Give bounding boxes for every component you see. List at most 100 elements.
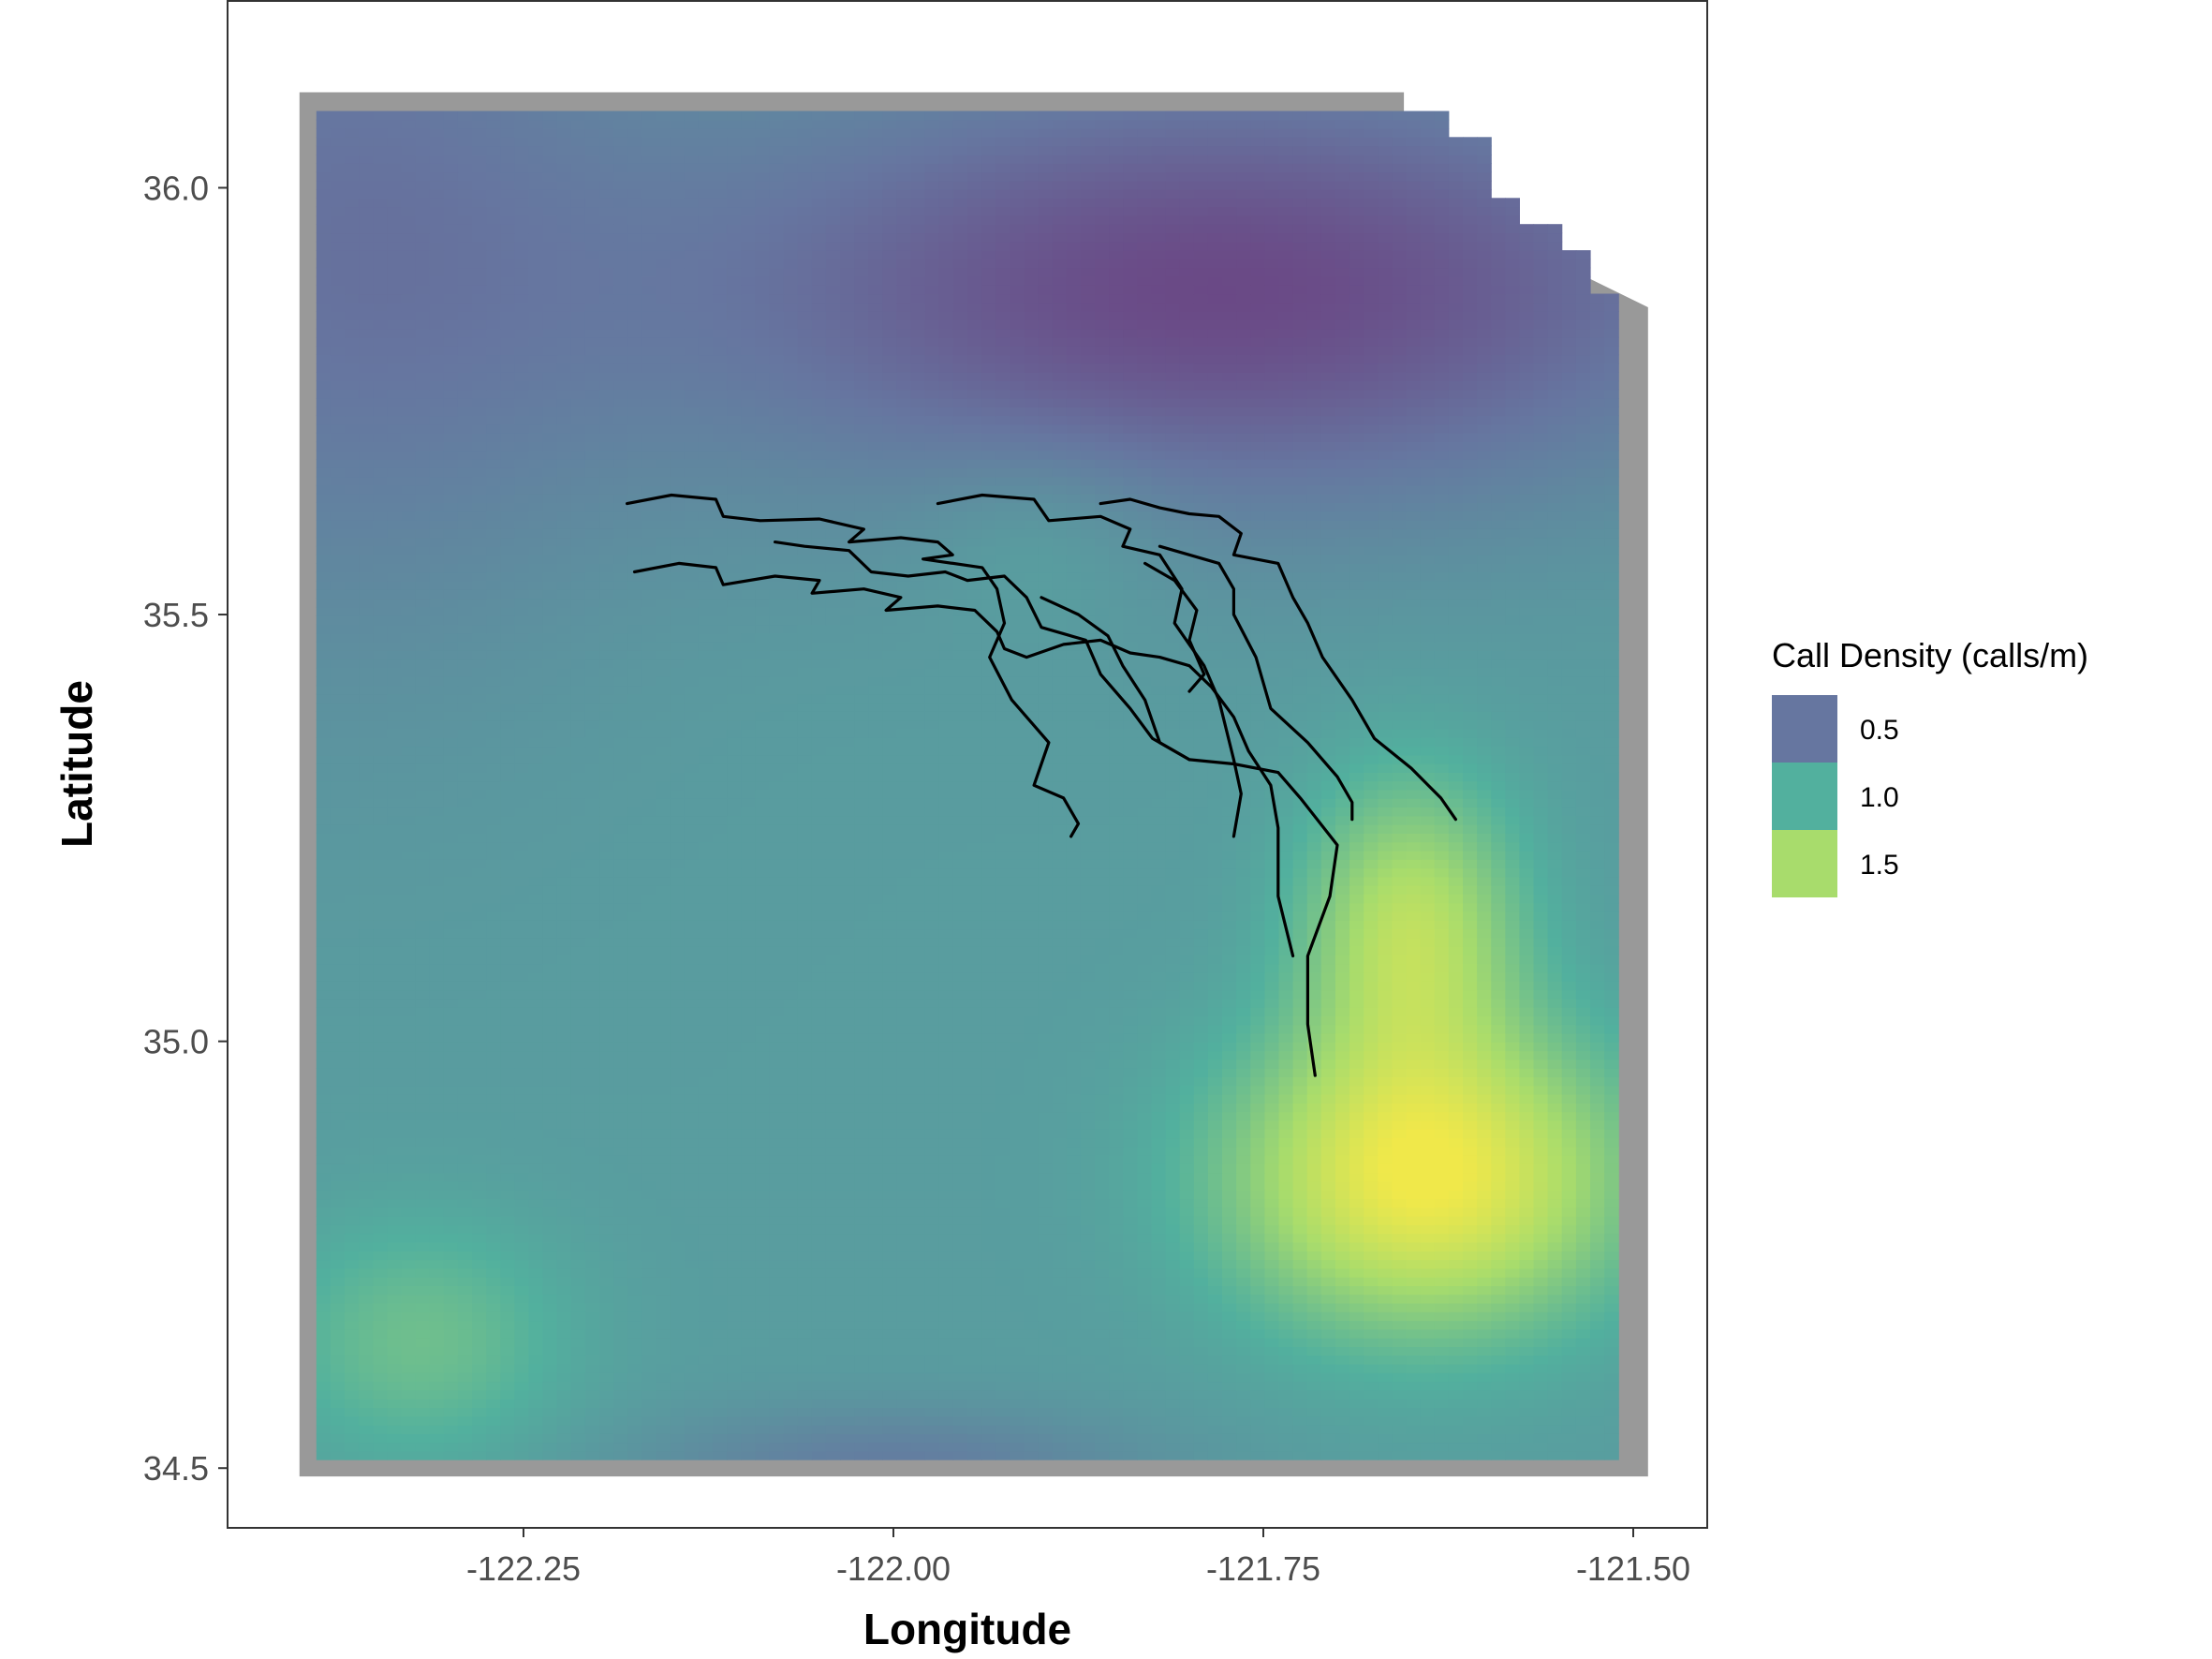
- density-cell: [769, 1112, 784, 1121]
- density-cell: [402, 1207, 417, 1217]
- density-cell: [671, 1382, 686, 1391]
- density-cell: [1364, 1321, 1379, 1330]
- density-cell: [472, 1163, 487, 1173]
- density-cell: [1222, 1321, 1237, 1330]
- density-cell: [1039, 1224, 1054, 1234]
- density-cell: [543, 1147, 558, 1156]
- density-cell: [641, 981, 656, 990]
- density-cell: [769, 1268, 784, 1278]
- density-cell: [1166, 1399, 1181, 1408]
- density-cell: [387, 1303, 402, 1312]
- density-cell: [402, 981, 417, 990]
- density-cell: [331, 1120, 346, 1130]
- density-cell: [571, 1216, 586, 1225]
- density-cell: [1236, 1129, 1251, 1138]
- density-cell: [1279, 1321, 1294, 1330]
- density-cell: [500, 1329, 515, 1339]
- density-cell: [529, 1303, 544, 1312]
- density-cell: [1534, 1190, 1549, 1199]
- density-cell: [486, 1015, 501, 1025]
- density-cell: [1264, 1338, 1279, 1347]
- density-cell: [627, 990, 642, 1000]
- density-cell: [402, 1015, 417, 1025]
- density-cell: [755, 1260, 770, 1269]
- density-cell: [1435, 1068, 1450, 1077]
- density-cell: [345, 1025, 360, 1034]
- density-cell: [1349, 1137, 1364, 1147]
- density-cell: [1250, 1268, 1265, 1278]
- density-cell: [1491, 1207, 1506, 1217]
- density-cell: [1349, 1372, 1364, 1382]
- density-cell: [599, 999, 614, 1008]
- density-cell: [373, 1094, 388, 1104]
- density-cell: [641, 1207, 656, 1217]
- density-cell: [1137, 1321, 1152, 1330]
- density-cell: [500, 1295, 515, 1304]
- density-cell: [444, 1007, 459, 1016]
- density-cell: [798, 1076, 813, 1086]
- density-cell: [1081, 1277, 1096, 1286]
- density-cell: [599, 1242, 614, 1252]
- density-cell: [1039, 1311, 1054, 1321]
- density-cell: [953, 1137, 968, 1147]
- density-cell: [911, 1216, 926, 1225]
- density-cell: [1477, 1181, 1492, 1191]
- density-cell: [925, 1355, 940, 1365]
- density-cell: [472, 1086, 487, 1095]
- density-cell: [1421, 1173, 1436, 1182]
- density-cell: [699, 990, 714, 1000]
- density-cell: [727, 1372, 742, 1382]
- density-cell: [1025, 1443, 1040, 1452]
- density-cell: [627, 1234, 642, 1243]
- density-cell: [1349, 1042, 1364, 1051]
- density-cell: [967, 1076, 982, 1086]
- density-cell: [812, 1234, 827, 1243]
- density-cell: [896, 1451, 911, 1460]
- density-cell: [331, 1025, 346, 1034]
- density-cell: [402, 990, 417, 1000]
- density-cell: [529, 1173, 544, 1182]
- density-cell: [1109, 1277, 1124, 1286]
- density-cell: [1590, 1103, 1605, 1112]
- density-cell: [1039, 1103, 1054, 1112]
- density-cell: [1166, 1025, 1181, 1034]
- density-cell: [1335, 1051, 1350, 1060]
- density-cell: [1421, 1390, 1436, 1400]
- density-cell: [798, 1295, 813, 1304]
- density-cell: [1307, 1416, 1322, 1426]
- density-cell: [699, 1285, 714, 1295]
- density-cell: [1335, 1433, 1350, 1443]
- density-cell: [1208, 1407, 1223, 1416]
- density-cell: [699, 1303, 714, 1312]
- density-cell: [1519, 1277, 1534, 1286]
- density-cell: [1364, 1251, 1379, 1260]
- density-cell: [1123, 1042, 1138, 1051]
- density-cell: [854, 1086, 869, 1095]
- density-cell: [1264, 1311, 1279, 1321]
- density-cell: [854, 1433, 869, 1443]
- density-cell: [1491, 1295, 1506, 1304]
- density-cell: [713, 1207, 728, 1217]
- density-cell: [1335, 1147, 1350, 1156]
- density-cell: [1534, 1364, 1549, 1373]
- density-cell: [769, 1277, 784, 1286]
- density-cell: [953, 1147, 968, 1156]
- density-cell: [656, 1433, 671, 1443]
- density-cell: [543, 1277, 558, 1286]
- density-cell: [1067, 1338, 1082, 1347]
- density-cell: [402, 1051, 417, 1060]
- density-cell: [430, 1059, 445, 1069]
- density-cell: [911, 1068, 926, 1077]
- density-cell: [613, 1112, 628, 1121]
- density-cell: [741, 1007, 756, 1016]
- density-cell: [1250, 1355, 1265, 1365]
- density-cell: [331, 1346, 346, 1355]
- density-cell: [1025, 1086, 1040, 1095]
- density-cell: [514, 1260, 529, 1269]
- density-cell: [1477, 1355, 1492, 1365]
- density-cell: [981, 1382, 996, 1391]
- density-cell: [1335, 1103, 1350, 1112]
- density-cell: [1250, 1207, 1265, 1217]
- density-cell: [868, 1199, 883, 1208]
- density-cell: [868, 1346, 883, 1355]
